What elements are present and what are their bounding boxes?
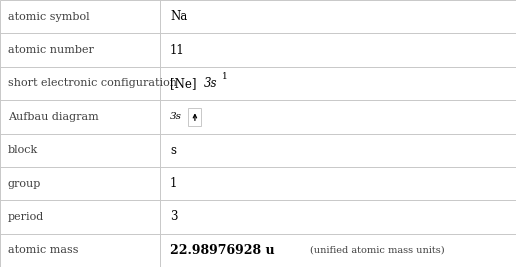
- Text: atomic mass: atomic mass: [8, 245, 78, 255]
- Text: 11: 11: [170, 44, 185, 57]
- Text: atomic number: atomic number: [8, 45, 94, 55]
- Text: short electronic configuration: short electronic configuration: [8, 78, 177, 88]
- Text: block: block: [8, 145, 38, 155]
- Text: 3: 3: [170, 210, 178, 223]
- Text: 3s: 3s: [170, 112, 182, 121]
- Text: atomic symbol: atomic symbol: [8, 12, 90, 22]
- Text: 3s: 3s: [204, 77, 218, 90]
- Text: 1: 1: [221, 72, 228, 81]
- Text: [Ne]: [Ne]: [170, 77, 197, 90]
- Bar: [188, 108, 201, 126]
- Text: period: period: [8, 212, 44, 222]
- Text: Na: Na: [170, 10, 187, 23]
- Text: 1: 1: [170, 177, 178, 190]
- Text: Aufbau diagram: Aufbau diagram: [8, 112, 99, 122]
- Text: 22.98976928 u: 22.98976928 u: [170, 244, 275, 257]
- Text: s: s: [170, 144, 176, 157]
- Text: (unified atomic mass units): (unified atomic mass units): [310, 246, 445, 255]
- Text: group: group: [8, 179, 41, 189]
